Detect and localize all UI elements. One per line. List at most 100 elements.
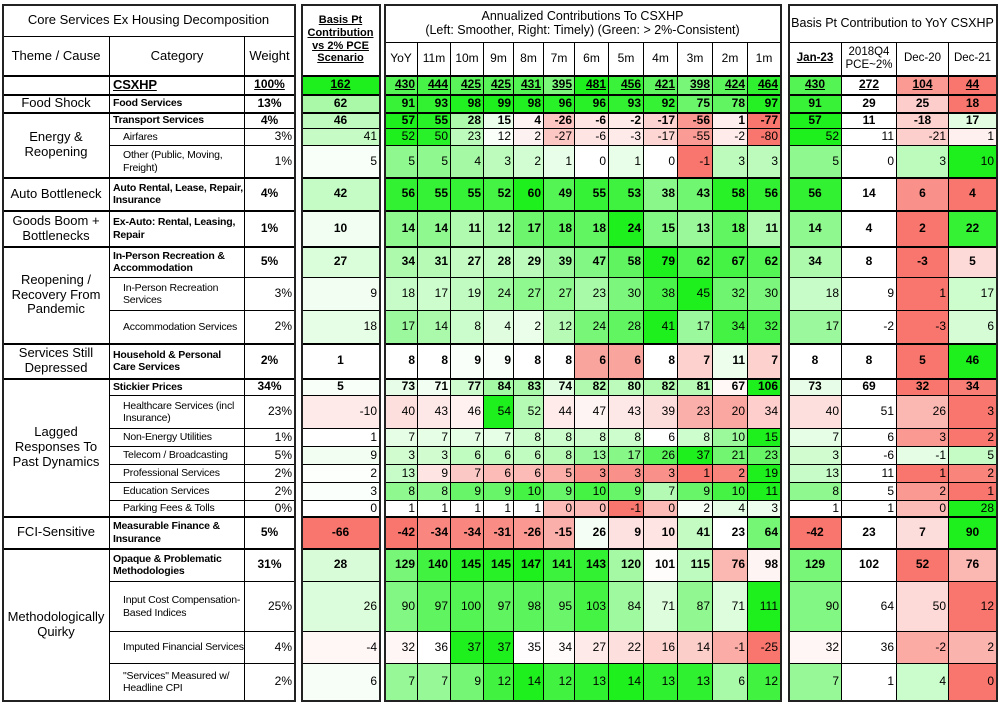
yoy-contrib-cell-0: 14 — [789, 211, 842, 247]
annualized-cell-7m-text: -26 — [554, 113, 572, 127]
annualized-cell-3m: 75 — [678, 95, 713, 113]
annualized-cell-11m-text: 43 — [434, 404, 448, 419]
annualized-cell-9m: 9 — [484, 344, 514, 379]
yoy-contrib-cell-3-text: 6 — [987, 319, 994, 334]
yoy-contrib-cell-1: 0 — [842, 146, 897, 178]
annualized-cell-6m-text: 13 — [592, 674, 606, 689]
weight-cell: 2% — [245, 483, 295, 501]
annualized-cell-10m-text: 7 — [474, 429, 481, 444]
annualized-cell-10m: 98 — [451, 95, 484, 113]
annualized-cell-YoY: 1 — [385, 501, 418, 517]
annualized-cell-2m: 2 — [713, 465, 748, 483]
annualized-cell-10m: 6 — [451, 447, 484, 465]
yoy-contrib-cell-3: 34 — [949, 379, 997, 396]
annualized-cell-4m-text: 8 — [668, 353, 675, 368]
basis-pt-cell-text: 2 — [370, 465, 377, 480]
basis-pt-cell-text: 1 — [337, 353, 344, 368]
annualized-cell-YoY: 7 — [385, 664, 418, 701]
annualized-cell-5m-text: 53 — [627, 186, 641, 201]
annualized-cell-3m-text: 8 — [703, 429, 710, 444]
annualized-cell-9m: 97 — [484, 582, 514, 632]
yoy-contrib-cell-2-text: 32 — [915, 379, 930, 394]
annualized-cell-11m: 7 — [418, 429, 451, 447]
group-divider — [302, 210, 380, 212]
yoy-contrib-cell-2-text: 0 — [939, 501, 946, 515]
annualized-cell-5m: 80 — [609, 379, 644, 396]
annualized-cell-10m: 4 — [451, 146, 484, 178]
category-cell-text: Transport Services — [113, 114, 204, 127]
annualized-cell-4m-text: 0 — [668, 153, 675, 168]
weight-cell-text: 2% — [260, 353, 279, 368]
annualized-cell-6m: -6 — [575, 113, 609, 129]
yoy-contrib-cell-2: -3 — [897, 311, 949, 344]
annualized-cell-9m-text: 97 — [497, 598, 511, 613]
annualized-cell-10m: 8 — [451, 311, 484, 344]
annualized-cell-9m-text: 54 — [497, 404, 511, 419]
annualized-cell-3m: 398 — [678, 76, 713, 95]
annualized-cell-9m: 9 — [484, 483, 514, 501]
annualized-cell-5m-text: 456 — [620, 77, 641, 92]
yoy-contrib-cell-0: 430 — [789, 76, 842, 95]
header-col-10m-text: 10m — [455, 51, 479, 66]
group-divider — [385, 177, 781, 179]
annualized-cell-5m-text: 30 — [627, 286, 641, 301]
header-col-10m: 10m — [451, 43, 484, 76]
annualized-cell-11m-text: 14 — [434, 319, 448, 334]
weight-cell-text: 13% — [257, 95, 282, 110]
weight-cell: 3% — [245, 278, 295, 311]
category-cell-text: "Services" Measured w/ Headline CPI — [123, 669, 230, 694]
annualized-cell-11m-text: 444 — [427, 77, 448, 92]
annualized-cell-2m-text: 20 — [731, 404, 745, 419]
annualized-cell-3m: 8 — [678, 429, 713, 447]
annualized-cell-10m: 55 — [451, 178, 484, 211]
annualized-cell-6m: 24 — [575, 311, 609, 344]
header-basis-pt: Basis Pt Contribution vs 2% PCE Scenario — [302, 4, 380, 76]
yoy-contrib-cell-3: 44 — [949, 76, 997, 95]
group-divider — [385, 210, 781, 212]
header-col-3m: 3m — [678, 43, 713, 76]
group-divider — [3, 246, 295, 248]
yoy-contrib-cell-2: 6 — [897, 178, 949, 211]
annualized-cell-YoY-text: 34 — [401, 254, 415, 269]
yoy-contrib-cell-2-text: 52 — [915, 557, 930, 572]
yoy-contrib-cell-1-text: 14 — [862, 186, 876, 201]
yoy-contrib-cell-3: 2 — [949, 632, 997, 664]
group-divider — [385, 378, 781, 380]
annualized-cell-1m: 32 — [748, 311, 781, 344]
annualized-cell-1m: 56 — [748, 178, 781, 211]
weight-cell: 0% — [245, 501, 295, 517]
annualized-cell-8m-text: 98 — [527, 598, 541, 613]
group-divider — [302, 246, 380, 248]
annualized-cell-YoY-text: 14 — [401, 220, 415, 235]
category-cell-text: Non-Energy Utilities — [123, 431, 212, 444]
header-col-4m: 4m — [644, 43, 678, 76]
annualized-cell-10m: 7 — [451, 465, 484, 483]
annualized-title-line-2: (Left: Smoother, Right: Timely) (Green: … — [425, 23, 740, 37]
basis-pt-cell: 3 — [302, 483, 380, 501]
annualized-cell-11m: 36 — [418, 632, 451, 664]
yoy-contrib-cell-0-text: 3 — [832, 447, 839, 462]
annualized-cell-3m: 45 — [678, 278, 713, 311]
annualized-cell-11m: 14 — [418, 211, 451, 247]
annualized-cell-9m: 12 — [484, 664, 514, 701]
annualized-cell-9m: 28 — [484, 247, 514, 278]
yoy-contrib-cell-1: 69 — [842, 379, 897, 396]
yoy-contrib-cell-1: 1 — [842, 664, 897, 701]
annualized-cell-YoY: 5 — [385, 146, 418, 178]
annualized-cell-6m-text: 82 — [592, 379, 606, 394]
annualized-cell-11m-text: 50 — [434, 129, 448, 144]
yoy-contrib-cell-0-text: 90 — [825, 598, 839, 613]
annualized-cell-7m-text: 74 — [558, 379, 572, 394]
annualized-cell-9m-text: 12 — [497, 129, 511, 144]
annualized-cell-8m: 17 — [514, 211, 544, 247]
annualized-cell-4m: 26 — [644, 447, 678, 465]
annualized-cell-11m-text: 5 — [441, 153, 448, 168]
yoy-contrib-cell-2-text: 104 — [912, 77, 933, 92]
annualized-cell-3m: 14 — [678, 632, 713, 664]
group-divider — [385, 343, 781, 345]
annualized-cell-11m-text: 36 — [434, 639, 448, 654]
annualized-cell-6m-text: -6 — [595, 113, 606, 127]
annualized-cell-11m-text: 7 — [441, 674, 448, 689]
annualized-cell-2m: 424 — [713, 76, 748, 95]
yoy-contrib-cell-0: 52 — [789, 129, 842, 146]
